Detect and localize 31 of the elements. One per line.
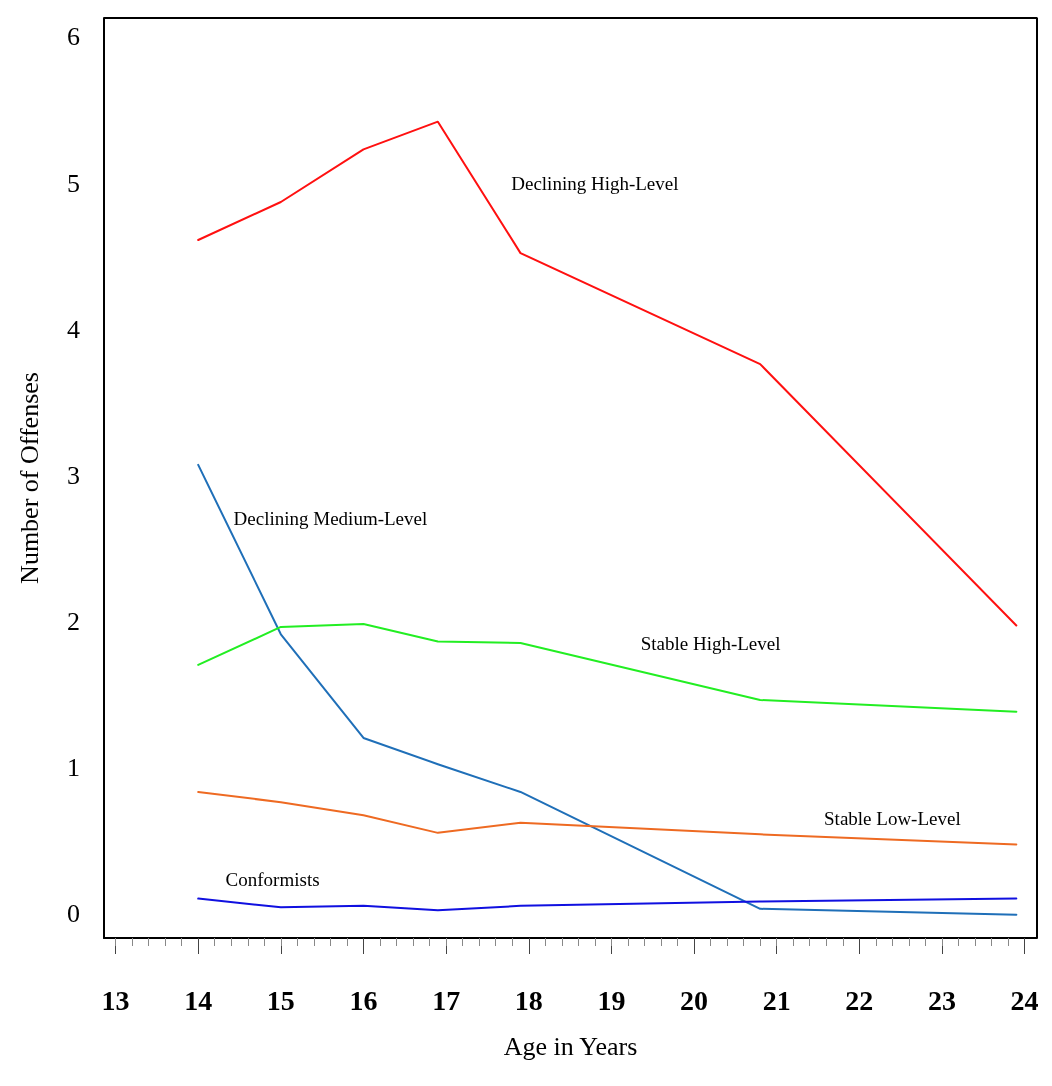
x-tick-label: 13 (101, 984, 130, 1016)
line-series (197, 897, 1018, 912)
y-tick-label: 0 (67, 898, 80, 928)
line-series (197, 623, 1018, 713)
y-tick-label: 1 (67, 752, 80, 782)
y-tick-label: 6 (67, 22, 80, 52)
x-tick-label: 23 (927, 984, 956, 1016)
y-tick-label: 3 (67, 460, 80, 490)
x-tick-label: 14 (184, 984, 213, 1016)
x-tick-label: 15 (266, 984, 295, 1016)
series-label: Stable High-Level (640, 632, 781, 654)
x-axis-title: Age in Years (503, 1031, 638, 1061)
x-tick-label: 22 (845, 984, 874, 1016)
x-tick-label: 18 (514, 984, 543, 1016)
y-axis-title: Number of Offenses (14, 372, 44, 584)
series-label: Conformists (225, 869, 320, 891)
line-series (197, 463, 1018, 916)
y-tick-label: 2 (67, 606, 80, 636)
series-label: Declining Medium-Level (233, 508, 428, 530)
x-tick-label: 20 (680, 984, 709, 1016)
line-series (197, 790, 1018, 846)
x-tick-label: 16 (349, 984, 378, 1016)
series-label: Declining High-Level (511, 172, 679, 194)
x-tick-label: 19 (597, 984, 626, 1016)
y-tick-label: 4 (67, 314, 80, 344)
y-tick-label: 5 (67, 168, 80, 198)
x-tick-label: 24 (1010, 984, 1039, 1016)
series-label: Stable Low-Level (824, 807, 961, 829)
x-tick-label: 21 (762, 984, 791, 1016)
x-tick-label: 17 (432, 984, 461, 1016)
line-series (197, 120, 1018, 627)
